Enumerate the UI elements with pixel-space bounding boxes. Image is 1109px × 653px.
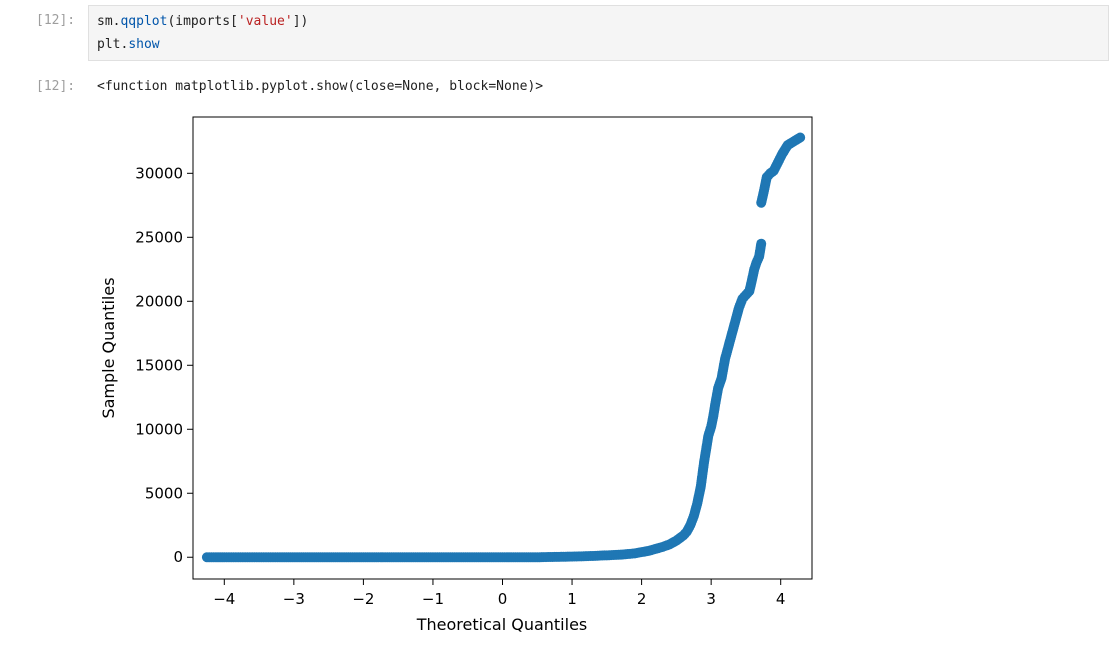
code-string-arg: 'value' [237,14,293,29]
x-tick-label: 1 [567,590,577,608]
y-tick-label: 5000 [145,484,183,502]
x-tick-label: −1 [422,590,444,608]
x-tick-label: −3 [283,590,305,608]
code-input-area[interactable]: sm.qqplot(imports['value']) plt.show [88,5,1109,61]
code-line-1: sm.qqplot(imports['value']) [97,14,308,29]
qq-plot-chart: −4 −3 −2 −1 0 1 2 3 4 0 5000 10000 15000 20000 25000 3… [99,116,813,634]
y-axis-ticks: 0 5000 10000 15000 20000 25000 30000 [135,164,193,566]
code-module-sm: sm. [97,14,121,29]
code-module-plt: plt. [97,37,129,52]
x-tick-label: 2 [637,590,647,608]
y-tick-label: 15000 [135,356,183,374]
y-tick-label: 25000 [135,228,183,246]
x-tick-label: 3 [706,590,716,608]
y-tick-label: 10000 [135,420,183,438]
code-call-close: ]) [292,14,309,29]
code-call-open: (imports[ [167,14,238,29]
data-point [795,132,806,143]
axes-frame [192,116,813,580]
output-text: <function matplotlib.pyplot.show(close=N… [97,79,544,94]
y-tick-label: 20000 [135,292,183,310]
data-point [756,238,767,249]
y-axis-label: Sample Quantiles [99,277,118,418]
scatter-points [201,132,806,563]
output-prompt: [12]: [36,79,76,94]
code-func-qqplot: qqplot [120,14,168,29]
code-func-show: show [128,37,160,52]
x-axis-label: Theoretical Quantiles [416,615,588,634]
x-tick-label: 0 [498,590,508,608]
x-tick-label: −4 [213,590,235,608]
x-tick-label: −2 [352,590,374,608]
y-tick-label: 30000 [135,164,183,182]
x-tick-label: 4 [776,590,786,608]
x-axis-ticks: −4 −3 −2 −1 0 1 2 3 4 [213,579,785,608]
code-line-2: plt.show [97,37,160,52]
y-tick-label: 0 [173,548,183,566]
input-prompt: [12]: [36,13,76,28]
